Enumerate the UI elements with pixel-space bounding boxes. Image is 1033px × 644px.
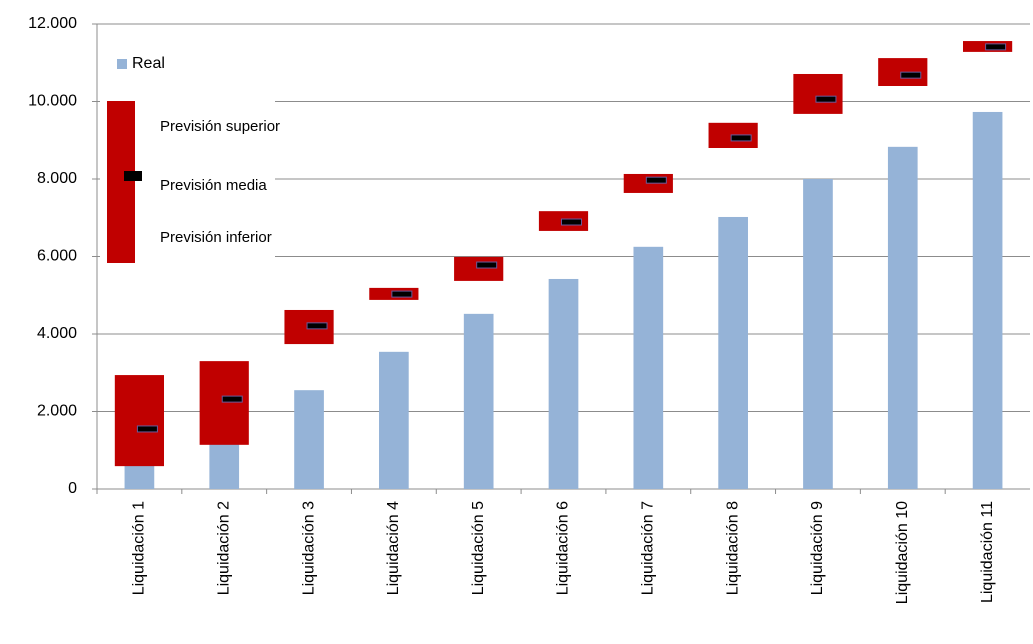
bar — [463, 313, 494, 489]
forecast-range — [199, 361, 249, 445]
forecast-mean — [136, 425, 158, 433]
forecast-range — [793, 73, 843, 114]
bar — [803, 179, 833, 489]
forecast-mean — [730, 134, 752, 142]
bar — [548, 278, 579, 489]
x-tick-label: Liquidación 8 — [724, 501, 741, 595]
forecast-mean — [815, 95, 837, 103]
forecast-range — [454, 256, 504, 281]
y-tick-label: 0 — [68, 480, 77, 497]
bar — [887, 146, 918, 489]
forecast-mean — [391, 290, 413, 298]
x-tick-label: Liquidación 4 — [385, 501, 402, 595]
forecast-mean — [985, 43, 1007, 51]
y-tick-label: 10.000 — [28, 93, 77, 110]
legend-label: Real — [132, 55, 165, 72]
forecast-mean — [476, 261, 498, 269]
y-tick-label: 6.000 — [37, 248, 77, 265]
bar — [379, 351, 409, 489]
bar — [633, 246, 664, 489]
bar — [718, 216, 748, 489]
legend-label: Previsión inferior — [160, 229, 272, 246]
x-tick-label: Liquidación 7 — [640, 501, 657, 595]
x-tick-label: Liquidación 11 — [979, 501, 996, 603]
bar — [294, 390, 324, 489]
x-tick-label: Liquidación 6 — [555, 501, 572, 595]
bar — [972, 111, 1003, 490]
x-tick-label: Liquidación 2 — [215, 501, 232, 595]
legend-label: Previsión superior — [160, 118, 280, 135]
legend-swatch — [107, 101, 135, 263]
x-tick-label: Liquidación 1 — [131, 501, 148, 595]
forecast-mean — [221, 395, 243, 403]
y-tick-label: 8.000 — [37, 170, 77, 187]
legend-swatch — [124, 171, 142, 181]
y-tick-label: 12.000 — [28, 15, 77, 32]
x-tick-label: Liquidación 10 — [894, 501, 911, 604]
legend-label: Previsión media — [160, 177, 267, 194]
forecast-mean — [645, 176, 667, 184]
bar — [124, 465, 155, 489]
legend-swatch — [117, 59, 127, 69]
x-tick-label: Liquidación 3 — [300, 501, 317, 595]
x-tick-label: Liquidación 9 — [809, 501, 826, 595]
x-tick-label: Liquidación 5 — [470, 501, 487, 595]
forecast-mean — [306, 322, 328, 330]
forecast-mean — [561, 218, 582, 226]
y-tick-label: 2.000 — [37, 403, 77, 420]
forecast-range — [114, 375, 165, 467]
bar — [209, 444, 240, 489]
y-tick-label: 4.000 — [37, 325, 77, 342]
forecast-mean — [900, 71, 922, 79]
